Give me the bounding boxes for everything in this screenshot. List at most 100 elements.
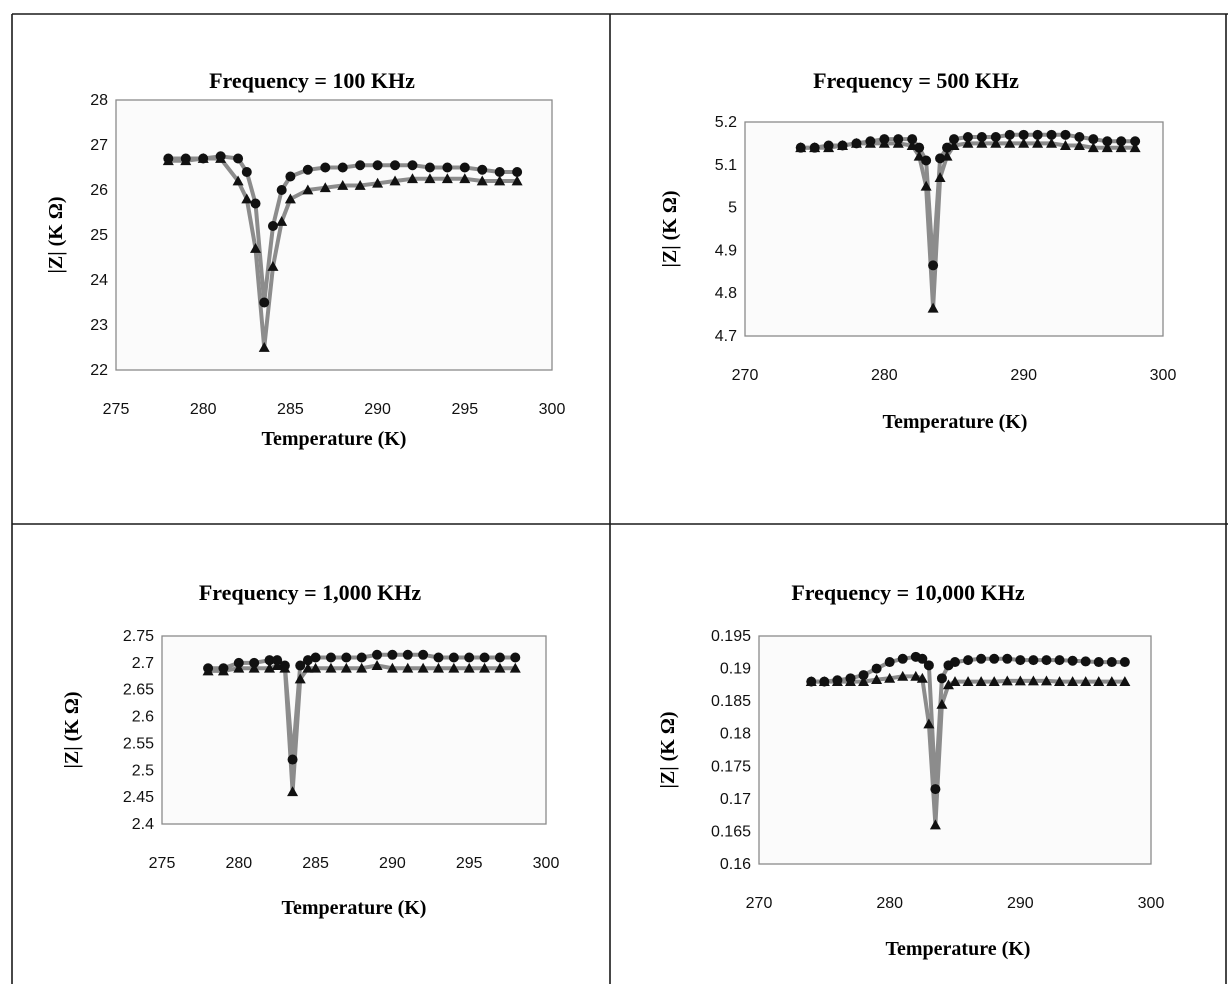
data-point-circle (1060, 129, 1071, 140)
data-point-circle (259, 297, 270, 308)
y-tick-label: 2.75 (123, 628, 154, 645)
y-tick-label: 2.5 (132, 762, 154, 779)
data-point-triangle (858, 676, 870, 686)
data-point-circle (433, 652, 444, 663)
data-point-circle (302, 655, 313, 666)
data-point-triangle (233, 662, 245, 673)
data-point-triangle (920, 180, 932, 191)
y-tick-label: 2.7 (132, 655, 154, 672)
data-point-circle (1093, 657, 1104, 668)
data-point-triangle (432, 662, 444, 673)
data-point-triangle (941, 150, 953, 161)
data-point-circle (1119, 657, 1130, 668)
y-axis-title: |Z| (K Ω) (45, 196, 67, 273)
data-point-triangle (1073, 140, 1085, 150)
data-point-circle (285, 171, 296, 182)
data-point-triangle (923, 718, 935, 729)
data-point-circle (936, 673, 947, 684)
data-point-triangle (913, 150, 925, 161)
chart-title: Frequency = 100 KHz (209, 68, 415, 93)
data-point-triangle (990, 137, 1002, 148)
x-tick-label: 275 (149, 855, 176, 872)
data-point-circle (295, 660, 306, 671)
data-point-triangle (975, 676, 987, 686)
plot-area (758, 635, 1152, 865)
data-point-triangle (417, 662, 429, 673)
data-point-triangle (356, 662, 368, 673)
data-point-triangle (1080, 676, 1092, 686)
x-tick-label: 290 (1007, 895, 1034, 912)
data-point-triangle (279, 662, 291, 673)
data-point-circle (1002, 653, 1013, 664)
data-point-circle (494, 167, 505, 177)
data-point-circle (935, 153, 946, 164)
data-point-circle (424, 162, 435, 173)
data-point-triangle (1115, 142, 1127, 153)
data-point-triangle (284, 193, 296, 204)
data-point-triangle (948, 140, 960, 150)
data-point-circle (907, 134, 918, 145)
data-point-circle (1106, 657, 1117, 668)
data-point-triangle (1040, 675, 1052, 686)
y-tick-label: 4.7 (715, 328, 737, 345)
y-tick-label: 2.65 (123, 682, 154, 699)
data-point-circle (477, 164, 488, 175)
data-point-triangle (325, 662, 337, 673)
y-axis-title: |Z| (K Ω) (659, 190, 681, 267)
data-point-circle (950, 657, 960, 668)
chart-1000khz: Frequency = 1,000 KHz 2.4 2.45 2.5 2.55 2.6 2… (61, 580, 559, 919)
x-tick-label: 275 (103, 401, 130, 418)
data-point-triangle (988, 676, 1000, 686)
data-point-circle (1015, 655, 1026, 666)
data-point-triangle (511, 175, 523, 186)
data-point-triangle (1067, 676, 1079, 686)
data-point-triangle (271, 660, 283, 670)
data-point-triangle (479, 662, 491, 673)
data-point-circle (276, 185, 287, 195)
data-point-triangle (267, 261, 279, 271)
y-tick-label: 27 (90, 137, 108, 154)
data-point-circle (390, 160, 401, 171)
x-tick-label: 290 (379, 855, 406, 872)
data-point-circle (233, 153, 244, 164)
data-point-triangle (258, 342, 270, 352)
data-point-circle (337, 162, 348, 173)
data-point-triangle (476, 175, 488, 186)
x-tick-label: 295 (456, 855, 483, 872)
data-point-triangle (319, 182, 331, 193)
data-point-triangle (1054, 676, 1066, 686)
data-point-circle (1067, 655, 1078, 666)
data-point-circle (942, 142, 953, 153)
data-point-triangle (494, 175, 506, 186)
data-point-triangle (1129, 142, 1141, 153)
data-point-triangle (250, 243, 262, 253)
x-tick-label: 280 (225, 855, 252, 872)
data-point-circle (871, 663, 882, 674)
y-tick-label: 5 (728, 200, 737, 217)
data-point-triangle (831, 676, 843, 686)
plot-area (161, 635, 547, 825)
data-point-triangle (942, 679, 954, 690)
data-point-triangle (232, 175, 244, 186)
data-point-circle (372, 160, 383, 171)
data-point-circle (923, 660, 934, 671)
data-point-triangle (162, 155, 174, 166)
data-point-circle (963, 655, 974, 666)
x-tick-label: 290 (1010, 367, 1037, 384)
x-tick-label: 285 (277, 401, 304, 418)
data-point-triangle (949, 676, 961, 686)
x-tick-label: 290 (364, 401, 391, 418)
data-point-triangle (202, 665, 214, 676)
data-point-triangle (354, 180, 366, 190)
data-point-triangle (1093, 676, 1105, 686)
data-point-circle (1004, 129, 1015, 140)
data-point-triangle (180, 155, 192, 166)
data-point-circle (976, 653, 987, 664)
data-point-triangle (1087, 142, 1099, 153)
data-point-triangle (294, 673, 306, 684)
data-point-triangle (962, 676, 974, 686)
data-point-circle (464, 652, 475, 663)
data-point-triangle (818, 676, 830, 686)
data-point-circle (962, 131, 973, 142)
